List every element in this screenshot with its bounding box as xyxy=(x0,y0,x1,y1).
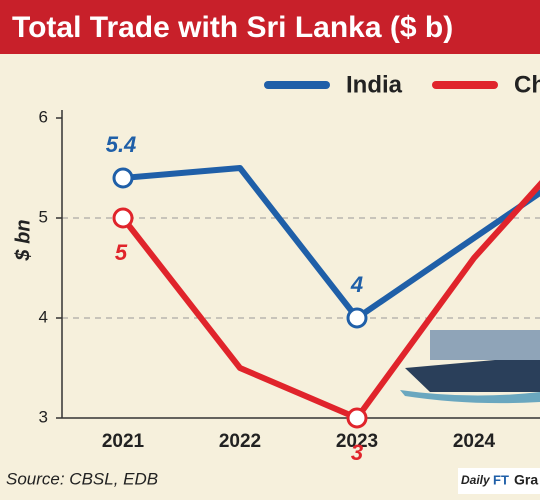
logo-text: Gra xyxy=(514,472,538,488)
source: Source: CBSL, EDB xyxy=(6,469,158,488)
x-tick-label: 2022 xyxy=(219,431,261,452)
y-tick-label: 4 xyxy=(39,307,48,326)
legend-label: China xyxy=(514,71,540,98)
ship-containers xyxy=(430,330,540,360)
y-tick-label: 5 xyxy=(39,207,48,226)
ship-illustration xyxy=(400,330,540,404)
title-bar xyxy=(0,0,540,54)
point-marker xyxy=(346,407,368,429)
logo-text: Daily xyxy=(461,473,491,487)
x-tick-label: 2023 xyxy=(336,431,378,452)
x-tick-label: 2024 xyxy=(453,431,496,452)
y-tick-label: 3 xyxy=(39,407,48,426)
logo-text: FT xyxy=(493,472,509,487)
ship-water xyxy=(400,390,540,404)
point-marker xyxy=(112,207,134,229)
ship-hull xyxy=(405,356,540,392)
legend-label: India xyxy=(346,71,403,98)
logo-box xyxy=(458,468,540,494)
data-label: 5 xyxy=(115,240,128,265)
point-marker xyxy=(346,307,368,329)
data-label: 3 xyxy=(351,440,363,465)
y-axis-label: $ bn xyxy=(12,219,34,261)
chart-title: Total Trade with Sri Lanka ($ b) xyxy=(12,11,453,44)
x-tick-label: 2021 xyxy=(102,431,145,452)
point-marker xyxy=(112,167,134,189)
data-label: 5.4 xyxy=(106,132,137,157)
data-label: 4 xyxy=(350,272,363,297)
y-tick-label: 6 xyxy=(39,107,48,126)
